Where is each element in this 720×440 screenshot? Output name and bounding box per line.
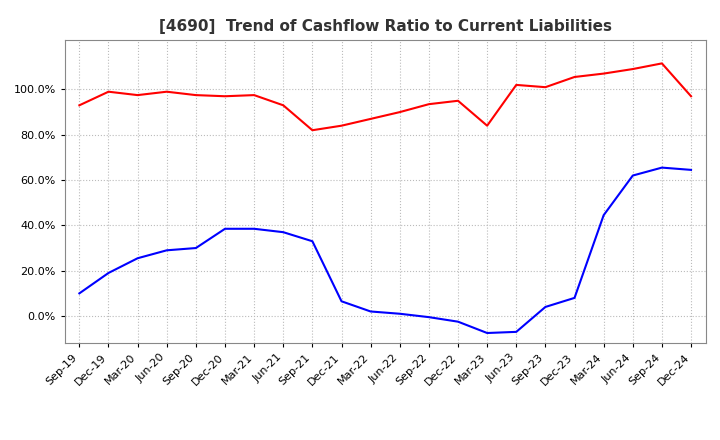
Free CF to Current Liabilities xyxy=(220,226,229,231)
Operating CF to Current Liabilities xyxy=(220,94,229,99)
Free CF to Current Liabilities xyxy=(599,213,608,218)
Operating CF to Current Liabilities xyxy=(337,123,346,128)
Operating CF to Current Liabilities xyxy=(75,103,84,108)
Free CF to Current Liabilities xyxy=(308,238,317,244)
Free CF to Current Liabilities xyxy=(104,270,113,275)
Free CF to Current Liabilities xyxy=(133,256,142,261)
Free CF to Current Liabilities xyxy=(163,248,171,253)
Line: Operating CF to Current Liabilities: Operating CF to Current Liabilities xyxy=(79,63,691,130)
Operating CF to Current Liabilities xyxy=(192,92,200,98)
Free CF to Current Liabilities xyxy=(192,246,200,251)
Operating CF to Current Liabilities xyxy=(425,102,433,107)
Free CF to Current Liabilities xyxy=(279,230,287,235)
Free CF to Current Liabilities xyxy=(541,304,550,310)
Free CF to Current Liabilities xyxy=(337,299,346,304)
Operating CF to Current Liabilities xyxy=(279,103,287,108)
Free CF to Current Liabilities xyxy=(425,315,433,320)
Free CF to Current Liabilities xyxy=(629,173,637,178)
Operating CF to Current Liabilities xyxy=(599,71,608,76)
Operating CF to Current Liabilities xyxy=(512,82,521,88)
Free CF to Current Liabilities xyxy=(657,165,666,170)
Line: Free CF to Current Liabilities: Free CF to Current Liabilities xyxy=(79,168,691,333)
Free CF to Current Liabilities xyxy=(395,311,404,316)
Free CF to Current Liabilities xyxy=(250,226,258,231)
Operating CF to Current Liabilities xyxy=(541,84,550,90)
Operating CF to Current Liabilities xyxy=(308,128,317,133)
Operating CF to Current Liabilities xyxy=(570,74,579,80)
Operating CF to Current Liabilities xyxy=(395,110,404,115)
Free CF to Current Liabilities xyxy=(75,291,84,296)
Operating CF to Current Liabilities xyxy=(366,116,375,121)
Free CF to Current Liabilities xyxy=(570,295,579,301)
Operating CF to Current Liabilities xyxy=(629,66,637,72)
Free CF to Current Liabilities xyxy=(687,167,696,172)
Operating CF to Current Liabilities xyxy=(133,92,142,98)
Operating CF to Current Liabilities xyxy=(657,61,666,66)
Operating CF to Current Liabilities xyxy=(483,123,492,128)
Operating CF to Current Liabilities xyxy=(104,89,113,94)
Free CF to Current Liabilities xyxy=(483,330,492,336)
Operating CF to Current Liabilities xyxy=(163,89,171,94)
Free CF to Current Liabilities xyxy=(512,329,521,334)
Operating CF to Current Liabilities xyxy=(687,94,696,99)
Title: [4690]  Trend of Cashflow Ratio to Current Liabilities: [4690] Trend of Cashflow Ratio to Curren… xyxy=(158,19,612,34)
Operating CF to Current Liabilities xyxy=(454,98,462,103)
Free CF to Current Liabilities xyxy=(454,319,462,324)
Operating CF to Current Liabilities xyxy=(250,92,258,98)
Free CF to Current Liabilities xyxy=(366,309,375,314)
